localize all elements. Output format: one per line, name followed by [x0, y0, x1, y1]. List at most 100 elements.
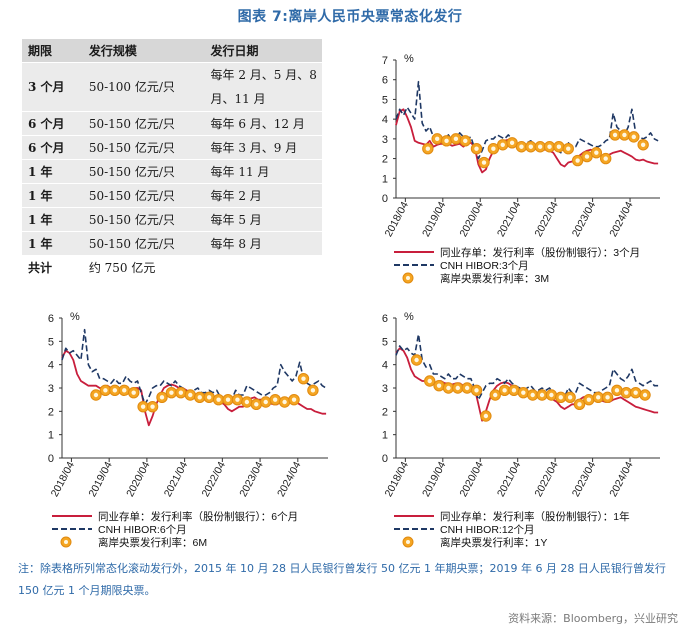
legend-marker-swatch-center	[64, 540, 68, 544]
table-cell-size: 50-150 亿元/只	[82, 135, 205, 160]
table-row: 3 个月 50-100 亿元/只 每年 2 月、5 月、8 月、11 月	[22, 62, 322, 112]
y-tick-label: 0	[382, 193, 388, 205]
legend-label: CNH HIBOR:12个月	[440, 524, 535, 536]
x-tick-label: 2023/04	[570, 460, 598, 499]
y-tick-label: 1	[48, 430, 54, 442]
data-point-marker-center	[575, 158, 580, 163]
legend-marker-swatch-center	[406, 540, 410, 544]
legend-label: 同业存单：发行利率（股份制银行）：6个月	[98, 510, 298, 523]
data-point-marker-center	[425, 146, 431, 151]
y-tick-label: 2	[382, 406, 388, 418]
data-point-marker-center	[464, 385, 470, 391]
legend-label: 同业存单：发行利率（股份制银行）：3个月	[440, 246, 640, 259]
data-point-marker-center	[500, 142, 505, 147]
data-point-marker-center	[603, 156, 608, 161]
table-total-label: 共计	[22, 255, 83, 280]
data-point-marker-center	[547, 144, 552, 149]
issuance-schedule-table: 期限 发行规模 发行日期 3 个月 50-100 亿元/只 每年 2 月、5 月…	[22, 38, 322, 280]
data-point-marker-center	[159, 395, 165, 400]
data-point-marker-center	[434, 136, 440, 142]
data-point-marker-center	[567, 395, 573, 400]
y-tick-label: 5	[48, 336, 54, 348]
data-point-marker-center	[474, 146, 479, 151]
data-point-marker-center	[291, 397, 297, 402]
x-tick-label: 2021/04	[162, 460, 190, 499]
legend-label: 离岸央票发行利率：6M	[98, 536, 207, 549]
data-point-marker-center	[511, 388, 517, 393]
legend-marker-swatch-center	[406, 276, 410, 280]
data-point-marker-center	[453, 136, 459, 142]
data-point-marker-center	[455, 385, 460, 391]
y-tick-label: 4	[48, 360, 54, 372]
data-point-marker-center	[509, 140, 515, 145]
chart-3m: 0 1 2 3 4 5 6 7 % 2018/04 2019/04 2020/04 2021/04 202…	[382, 53, 660, 285]
table-cell-dates: 每年 2 月	[204, 183, 322, 208]
data-point-marker-center	[640, 142, 646, 147]
data-point-marker-center	[169, 390, 174, 395]
table-cell-tenor: 6 个月	[22, 111, 83, 136]
data-point-marker-center	[272, 397, 278, 402]
x-tick-label: 2018/04	[49, 460, 77, 499]
x-tick-label: 2022/04	[200, 460, 228, 499]
data-point-marker-center	[521, 390, 526, 395]
data-point-marker-center	[596, 395, 601, 400]
data-point-marker-center	[216, 397, 221, 402]
data-point-marker-center	[528, 144, 534, 149]
data-point-marker-center	[122, 388, 127, 393]
y-axis-unit-label: %	[70, 311, 80, 323]
table-row: 6 个月 50-150 亿元/只 每年 6 月、12 月	[22, 111, 322, 136]
data-point-marker-center	[254, 402, 259, 407]
data-point-marker-center	[427, 378, 432, 384]
table-header-cell: 发行规模	[82, 38, 205, 63]
x-tick-label: 2020/04	[457, 460, 485, 499]
data-point-marker-center	[131, 390, 136, 395]
data-point-marker-center	[93, 392, 99, 398]
x-tick-label: 2020/04	[457, 200, 485, 239]
table-header-row: 期限 发行规模 发行日期	[22, 38, 322, 63]
data-point-marker-center	[225, 397, 231, 402]
x-tick-label: 2022/04	[532, 460, 560, 499]
x-tick-label: 2019/04	[420, 460, 448, 499]
table-cell-tenor: 1 年	[22, 183, 83, 208]
chart-1y: 0 1 2 3 4 5 6 % 2018/04 2019/04 2020/04 2021/04 2022…	[382, 311, 660, 549]
data-point-marker-center	[519, 144, 524, 149]
data-point-marker-center	[556, 144, 562, 149]
table-row: 1 年 50-150 亿元/只 每年 5 月	[22, 207, 322, 232]
y-axis-unit-label: %	[404, 53, 414, 65]
legend-label: 离岸央票发行利率：1Y	[440, 536, 547, 549]
table-cell-size: 50-150 亿元/只	[82, 231, 205, 256]
table-cell-tenor: 1 年	[22, 231, 83, 256]
y-tick-label: 2	[48, 406, 54, 418]
y-tick-label: 0	[48, 453, 54, 465]
hibor-series-line	[395, 333, 659, 401]
source-note: 资料来源：Bloomberg，兴业研究	[508, 612, 678, 625]
y-tick-label: 3	[48, 383, 54, 395]
y-tick-label: 6	[48, 313, 54, 325]
data-point-marker-center	[537, 144, 543, 149]
data-point-marker-center	[235, 397, 240, 402]
data-point-marker-center	[282, 399, 287, 405]
y-tick-label: 7	[382, 55, 388, 67]
table-cell-size: 50-150 亿元/只	[82, 183, 205, 208]
x-tick-label: 2018/04	[383, 460, 411, 499]
table-cell-size: 50-150 亿元/只	[82, 159, 205, 184]
data-point-marker-center	[103, 388, 108, 393]
data-point-marker-center	[539, 392, 545, 398]
data-point-marker-center	[502, 388, 507, 393]
x-tick-label: 2023/04	[570, 200, 598, 239]
table-cell-dates: 每年 2 月、5 月、8 月、11 月	[204, 62, 322, 112]
x-tick-label: 2024/04	[607, 200, 635, 239]
data-point-marker-center	[605, 395, 610, 400]
legend-label: CNH HIBOR:6个月	[98, 524, 187, 536]
data-point-marker-center	[414, 357, 419, 363]
x-tick-label: 2020/04	[124, 460, 152, 499]
x-tick-label: 2024/04	[607, 460, 635, 499]
data-point-marker-center	[188, 392, 193, 398]
data-point-marker-center	[463, 138, 468, 144]
x-tick-label: 2018/04	[383, 200, 411, 239]
y-tick-label: 4	[382, 114, 388, 126]
table-header-cell: 期限	[22, 38, 83, 63]
data-point-marker-center	[622, 132, 627, 138]
x-tick-label: 2019/04	[420, 200, 448, 239]
table-header-cell: 发行日期	[204, 38, 322, 63]
